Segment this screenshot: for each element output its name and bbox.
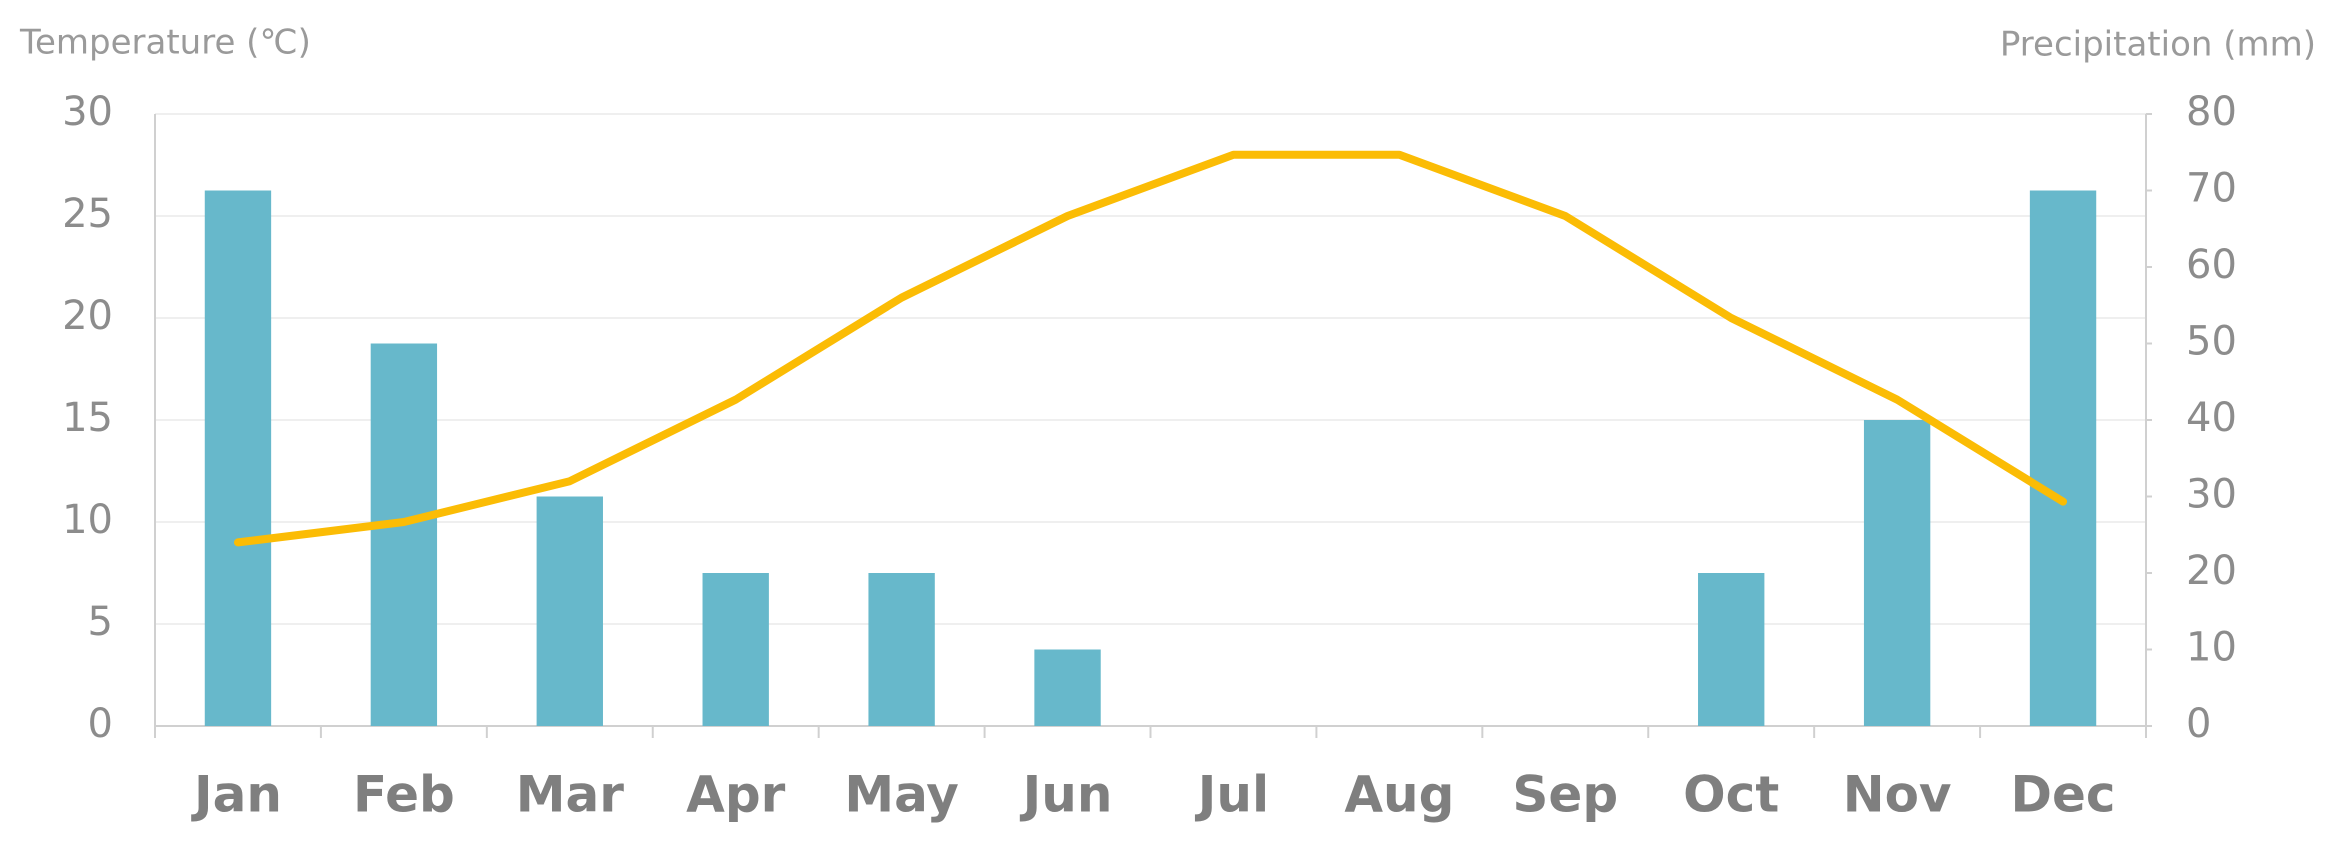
y-tick-label: 15 (62, 395, 113, 441)
bar (702, 573, 769, 726)
x-tick-label: Apr (686, 766, 785, 824)
y-tick-label: 20 (62, 293, 113, 339)
bar (536, 496, 603, 726)
x-tick-label: May (844, 766, 959, 824)
bar (204, 190, 272, 726)
x-tick-label: Jan (191, 766, 282, 824)
x-tick-label: Mar (516, 766, 624, 824)
y2-tick-label: 0 (2186, 701, 2211, 747)
y-tick-label: 10 (62, 497, 113, 543)
x-tick-label: Dec (2011, 766, 2116, 824)
y2-tick-label: 20 (2186, 548, 2237, 594)
x-tick-label: Feb (353, 766, 455, 824)
y2-tick-label: 30 (2186, 472, 2237, 518)
x-tick-label: Sep (1512, 766, 1618, 824)
y2-tick-label: 70 (2186, 166, 2237, 212)
bar (2029, 190, 2097, 726)
y2-tick-label: 80 (2186, 89, 2237, 135)
bar (1863, 420, 1931, 726)
y2-tick-label: 60 (2186, 242, 2237, 288)
y-tick-label: 5 (88, 599, 113, 645)
line (233, 150, 2068, 547)
x-tick-label: Jun (1020, 766, 1113, 824)
y-axis-title: Temperature (℃) (19, 23, 311, 63)
y2-tick-label: 10 (2186, 625, 2237, 671)
x-tick-label: Aug (1344, 766, 1454, 824)
bar (1698, 573, 1765, 726)
x-tick-label: Jul (1195, 766, 1269, 824)
y-tick-label: 30 (62, 89, 113, 135)
y2-axis-title: Precipitation (mm) (2000, 25, 2316, 65)
bar (370, 343, 438, 726)
bar (1034, 649, 1101, 726)
y-tick-label: 25 (62, 191, 113, 237)
y-tick-label: 0 (88, 701, 113, 747)
y2-tick-label: 40 (2186, 395, 2237, 441)
bar (868, 573, 935, 726)
x-tick-label: Oct (1683, 766, 1779, 824)
x-tick-label: Nov (1843, 766, 1952, 824)
y2-tick-label: 50 (2186, 319, 2237, 365)
